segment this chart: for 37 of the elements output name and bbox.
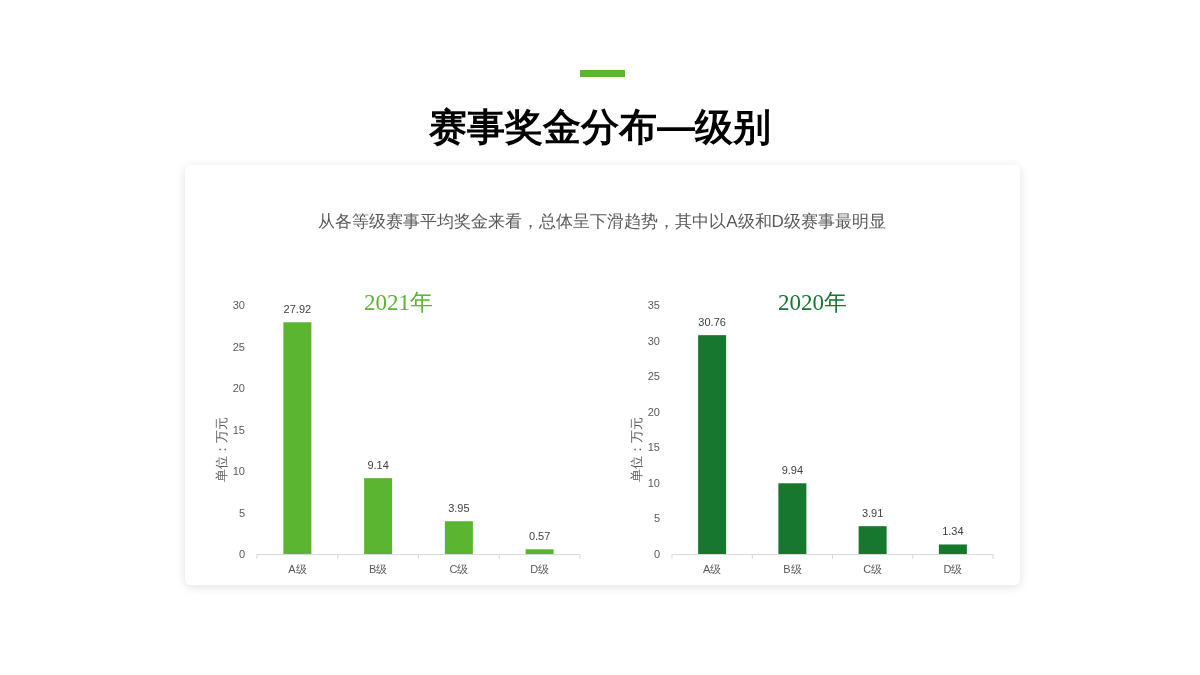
x-tick-label: C级 xyxy=(449,563,469,575)
y-tick-label: 15 xyxy=(647,441,660,454)
x-tick-label: C级 xyxy=(863,563,883,575)
y-tick-label: 10 xyxy=(232,465,245,477)
y-tick-label: 30 xyxy=(232,299,245,311)
y-axis-title: 单位：万元 xyxy=(629,417,644,482)
x-tick-label: A级 xyxy=(288,563,307,575)
data-label: 9.14 xyxy=(367,459,389,472)
data-label: 1.34 xyxy=(942,525,964,538)
data-label: 3.91 xyxy=(861,507,884,520)
x-tick-label: D级 xyxy=(943,563,963,575)
data-label: 30.76 xyxy=(698,316,726,329)
y-tick-label: 25 xyxy=(647,370,660,383)
data-label: 3.95 xyxy=(448,502,470,515)
y-tick-label: 15 xyxy=(232,423,245,436)
y-tick-label: 0 xyxy=(653,548,660,560)
y-tick-label: 20 xyxy=(232,382,245,394)
data-label: 0.57 xyxy=(528,530,551,543)
y-tick-label: 10 xyxy=(647,476,660,489)
y-tick-label: 5 xyxy=(238,506,245,519)
x-tick-label: B级 xyxy=(368,563,388,575)
chart-title: 2021年 xyxy=(364,290,433,315)
text: 从各等级赛事平均奖金来看，总体呈下滑趋势，其中以A级和D级赛事最明显 xyxy=(318,212,886,231)
text: 赛事奖金分布—级别 xyxy=(428,106,771,148)
y-tick-label: 30 xyxy=(647,334,660,347)
chart-title: 2020年 xyxy=(778,290,847,315)
x-tick-label: D级 xyxy=(530,563,550,575)
y-tick-label: 25 xyxy=(232,340,245,353)
y-tick-label: 20 xyxy=(647,405,660,418)
x-tick-label: B级 xyxy=(783,563,802,575)
y-tick-label: 0 xyxy=(238,548,245,560)
y-tick-label: 5 xyxy=(653,512,660,525)
y-tick-label: 35 xyxy=(647,299,660,311)
x-tick-label: A级 xyxy=(702,563,722,575)
data-label: 9.94 xyxy=(781,464,804,477)
data-label: 27.92 xyxy=(283,303,312,316)
y-axis-title: 单位：万元 xyxy=(214,417,229,482)
